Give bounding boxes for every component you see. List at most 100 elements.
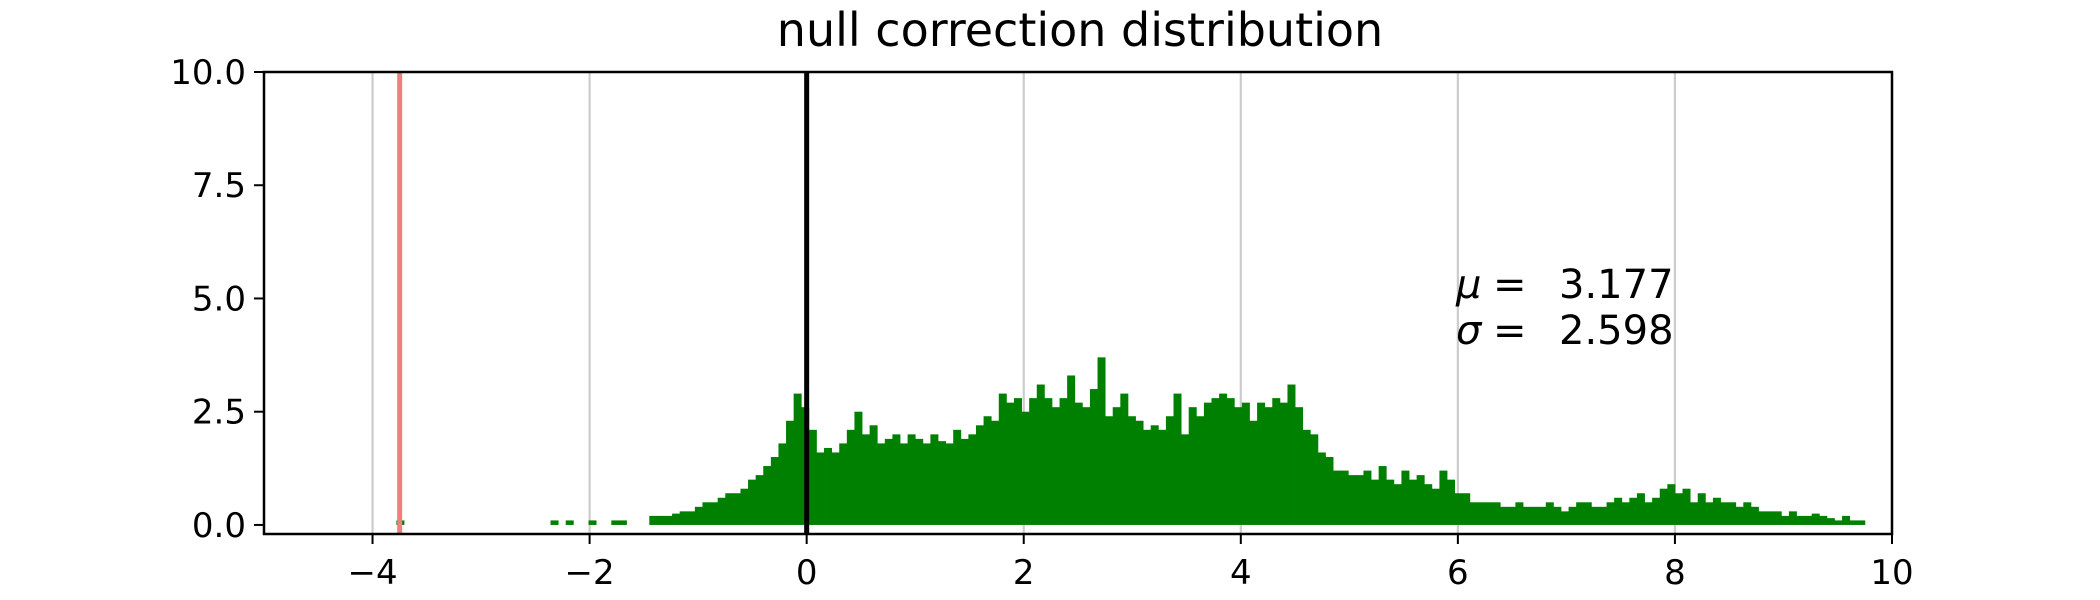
histogram-bar <box>1614 497 1623 525</box>
histogram-bar <box>983 416 992 525</box>
histogram-bar <box>1667 484 1676 525</box>
y-tick-label: 5.0 <box>192 279 246 319</box>
histogram-bar <box>1705 502 1714 525</box>
histogram-bar <box>1766 511 1775 525</box>
histogram-bar <box>1788 511 1797 525</box>
x-tick-label: 10 <box>1870 553 1913 593</box>
histogram-bar <box>1697 493 1706 525</box>
histogram-bar <box>1333 470 1342 525</box>
histogram-bar <box>1781 515 1790 525</box>
histogram-bar <box>1234 407 1243 525</box>
histogram-bar <box>1621 502 1630 525</box>
histogram-bar <box>1257 402 1266 525</box>
histogram-bar <box>1507 506 1516 525</box>
histogram-bar <box>550 520 559 525</box>
histogram-bar <box>1112 407 1121 525</box>
x-tick-label: 2 <box>1013 553 1035 593</box>
histogram-bar <box>1371 479 1380 525</box>
histogram-bar <box>1203 402 1212 525</box>
histogram-bar <box>1606 502 1615 525</box>
histogram-bar <box>1302 429 1311 525</box>
histogram-bar <box>1355 475 1364 525</box>
histogram-bar <box>1652 497 1661 525</box>
histogram-bar <box>740 488 749 525</box>
histogram-bar <box>1059 398 1068 525</box>
mu-symbol: μ <box>1455 262 1481 308</box>
histogram-bar <box>824 447 833 525</box>
histogram-bar <box>1598 506 1607 525</box>
histogram-bar <box>1560 511 1569 525</box>
histogram-bar <box>1181 434 1190 525</box>
histogram-bar <box>1842 515 1851 525</box>
histogram-bar <box>1272 398 1281 525</box>
y-tick-label: 2.5 <box>192 393 246 433</box>
histogram-bar <box>1492 502 1501 525</box>
histogram-bar <box>854 411 863 525</box>
histogram-bar <box>1773 511 1782 525</box>
histogram-bar <box>763 466 772 525</box>
histogram-bar <box>1089 389 1098 525</box>
histogram-bar <box>1249 420 1258 525</box>
histogram-bar <box>1150 425 1159 525</box>
histogram-bar <box>1477 502 1486 525</box>
histogram-bar <box>1211 398 1220 525</box>
histogram-bar <box>1424 484 1433 525</box>
histogram-bar <box>1340 470 1349 525</box>
histogram-bar <box>1082 407 1091 525</box>
histogram-bar <box>649 515 658 525</box>
histogram-bar <box>702 502 711 525</box>
histogram-bar <box>831 452 840 525</box>
histogram-bar <box>1849 520 1858 525</box>
x-tick-label: 6 <box>1447 553 1469 593</box>
histogram-bar <box>862 434 871 525</box>
histogram-bar <box>1279 402 1288 525</box>
histogram-bar <box>808 429 817 525</box>
histogram-bar <box>1454 493 1463 525</box>
histogram-bar <box>1317 452 1326 525</box>
histogram-bar <box>1264 407 1273 525</box>
histogram-bar <box>793 393 802 525</box>
histogram-bar <box>869 425 878 525</box>
histogram-bar <box>1044 398 1053 525</box>
histogram-bar <box>1834 520 1843 525</box>
histogram-bar <box>915 438 924 525</box>
histogram-bar <box>1538 506 1547 525</box>
histogram-bar <box>755 475 764 525</box>
histogram-bar <box>1819 515 1828 525</box>
histogram-bar <box>1120 393 1129 525</box>
histogram-bar <box>588 520 597 525</box>
histogram-bar <box>1804 515 1813 525</box>
histogram-bar <box>1530 506 1539 525</box>
histogram-bar <box>975 425 984 525</box>
histogram-bar <box>900 443 909 525</box>
chart-title: null correction distribution <box>777 3 1383 57</box>
histogram-bar <box>1006 402 1015 525</box>
x-tick-label: 4 <box>1230 553 1252 593</box>
histogram-bar <box>1811 513 1820 525</box>
histogram-bar <box>1659 488 1668 525</box>
histogram-bar <box>1500 506 1509 525</box>
histogram-bar <box>1127 416 1136 525</box>
histogram-bar <box>922 443 931 525</box>
histogram-bar <box>1409 479 1418 525</box>
histogram-bar <box>998 393 1007 525</box>
histogram-bar <box>839 443 848 525</box>
x-tick-label: −2 <box>565 553 615 593</box>
histogram-bar <box>725 493 734 525</box>
histogram-bar <box>1074 402 1083 525</box>
x-tick-label: −4 <box>347 553 397 593</box>
histogram-bar <box>1743 502 1752 525</box>
histogram-bar <box>1553 506 1562 525</box>
histogram-bar <box>1522 506 1531 525</box>
histogram-bar <box>565 520 574 525</box>
plot-frame <box>262 70 1894 536</box>
histogram-bar <box>1188 407 1197 525</box>
histogram-bar <box>1447 479 1456 525</box>
histogram-bar <box>1431 488 1440 525</box>
mu-equals: = <box>1493 262 1527 308</box>
histogram-bar <box>1712 497 1721 525</box>
histogram-bar <box>1135 420 1144 525</box>
x-axis-ticks: −4 −2 0 2 4 6 8 10 <box>347 534 1914 593</box>
x-tick-label: 0 <box>796 553 818 593</box>
